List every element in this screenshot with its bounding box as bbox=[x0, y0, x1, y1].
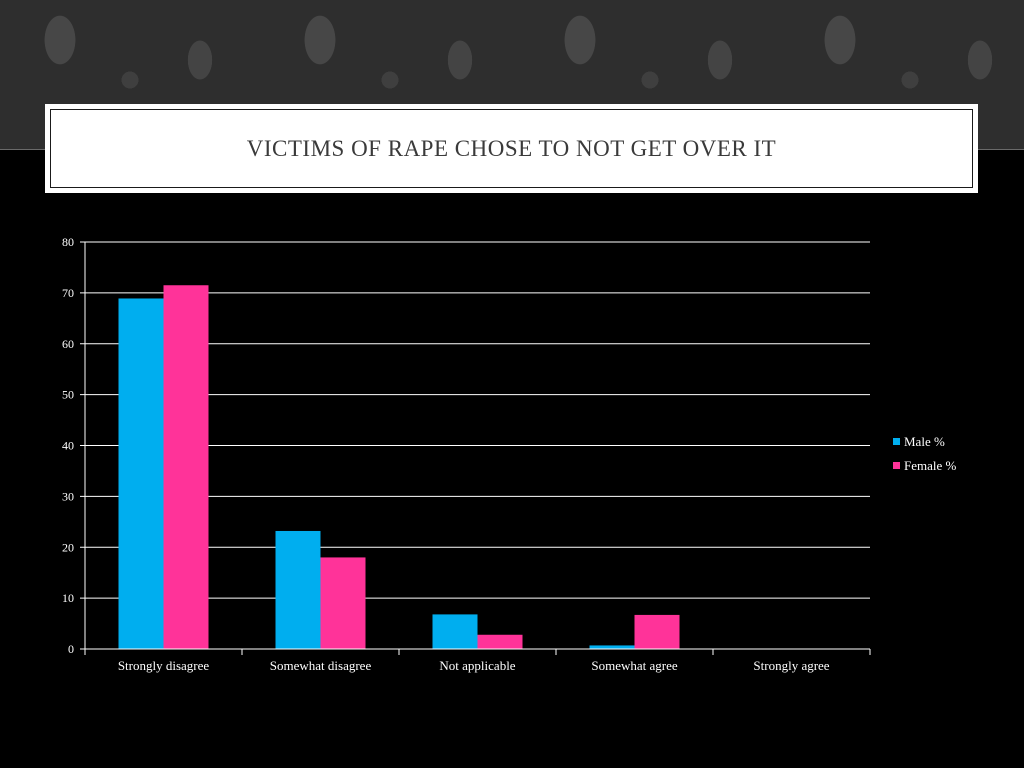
x-category-label: Somewhat disagree bbox=[270, 658, 372, 673]
y-tick-label: 10 bbox=[62, 591, 74, 605]
bars bbox=[118, 285, 680, 649]
y-tick-label: 0 bbox=[68, 642, 74, 656]
bar-female-not-applicable bbox=[477, 634, 523, 649]
x-category-label: Somewhat agree bbox=[591, 658, 678, 673]
bar-female-strongly-disagree bbox=[163, 285, 209, 649]
y-tick-label: 20 bbox=[62, 540, 74, 554]
legend-swatch-male bbox=[893, 438, 900, 445]
x-category-label: Not applicable bbox=[439, 658, 515, 673]
bar-male-somewhat-agree bbox=[589, 645, 635, 649]
legend: Male % Female % bbox=[893, 434, 957, 473]
y-axis-tick-labels: 0 10 20 30 40 50 60 70 80 bbox=[62, 235, 74, 656]
axes bbox=[80, 241, 871, 655]
y-tick-label: 60 bbox=[62, 337, 74, 351]
title-frame: Victims of rape chose to not get over it bbox=[50, 109, 973, 188]
gridlines bbox=[85, 241, 870, 599]
y-tick-label: 50 bbox=[62, 388, 74, 402]
x-axis-category-labels: Strongly disagree Somewhat disagree Not ap… bbox=[118, 658, 830, 673]
legend-label-male: Male % bbox=[904, 434, 945, 449]
y-tick-label: 30 bbox=[62, 489, 74, 503]
bar-male-strongly-disagree bbox=[118, 298, 164, 649]
y-tick-label: 40 bbox=[62, 439, 74, 453]
bar-male-somewhat-disagree bbox=[275, 530, 321, 649]
legend-label-female: Female % bbox=[904, 458, 957, 473]
x-category-label: Strongly agree bbox=[753, 658, 829, 673]
x-category-label: Strongly disagree bbox=[118, 658, 210, 673]
y-tick-label: 70 bbox=[62, 286, 74, 300]
bar-female-somewhat-disagree bbox=[320, 557, 366, 649]
bar-female-somewhat-agree bbox=[634, 614, 680, 649]
y-tick-label: 80 bbox=[62, 235, 74, 249]
bar-male-not-applicable bbox=[432, 614, 478, 649]
slide-title: Victims of rape chose to not get over it bbox=[246, 135, 777, 161]
title-box: Victims of rape chose to not get over it bbox=[45, 104, 978, 193]
legend-swatch-female bbox=[893, 462, 900, 469]
